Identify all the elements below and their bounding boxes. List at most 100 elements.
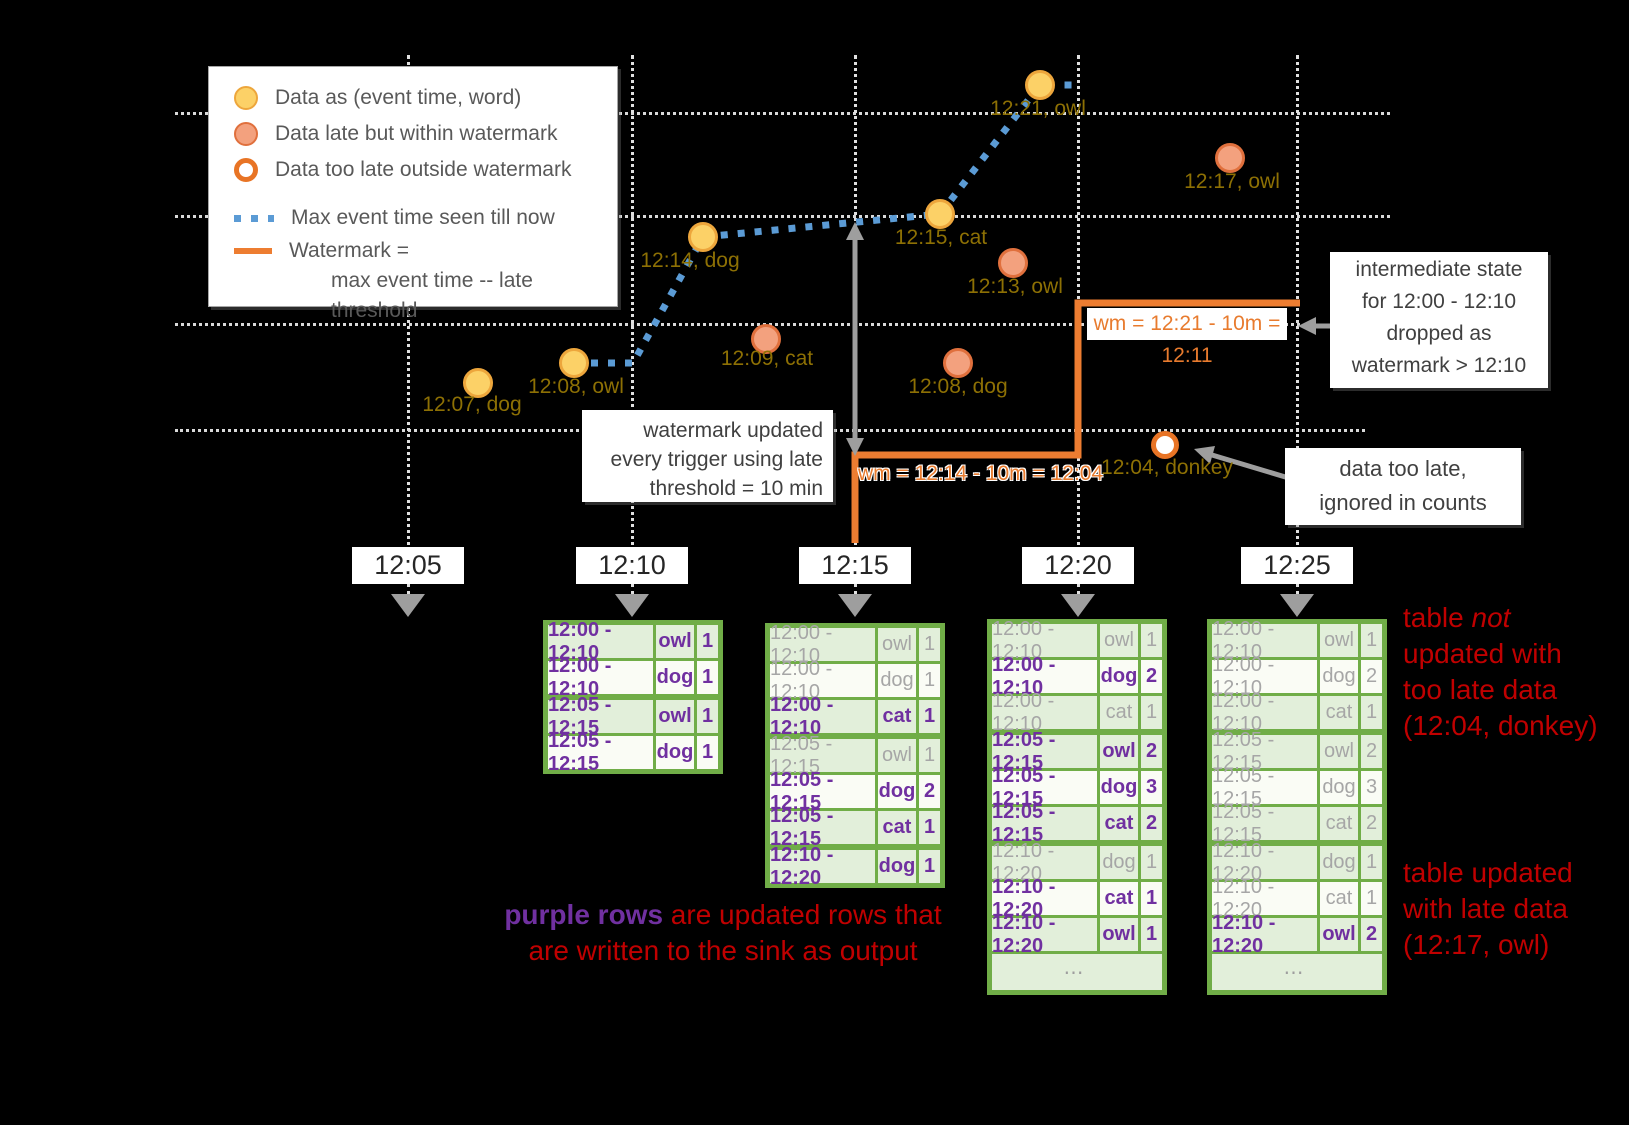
annotation-line: every trigger using late xyxy=(610,448,823,471)
cell-word: dog xyxy=(1100,846,1138,879)
cell-word: dog xyxy=(1100,660,1138,693)
annotation-line: for 12:00 - 12:10 xyxy=(1361,290,1517,313)
cell-window: 12:05 - 12:15 xyxy=(992,729,1097,774)
legend-item-watermark: Watermark = xyxy=(209,236,617,266)
cell-window: 12:10 - 12:20 xyxy=(992,840,1097,885)
trigger-line-12:20 xyxy=(1077,55,1080,595)
result-table-12:25: 12:00 - 12:10 owl 1 12:00 - 12:10 dog 2 12:00 … xyxy=(1207,618,1387,995)
table-row: 12:00 - 12:10 cat 1 xyxy=(1212,690,1382,735)
cell-count: 2 xyxy=(1361,918,1382,951)
cell-window: 12:00 - 12:10 xyxy=(770,658,875,703)
data-point-ontime xyxy=(1025,70,1055,100)
table-row: 12:00 - 12:10 owl 1 xyxy=(548,619,718,664)
annotation-line: threshold = 10 min xyxy=(649,477,823,500)
cell-window: 12:00 - 12:10 xyxy=(548,619,653,664)
cell-window: 12:05 - 12:15 xyxy=(548,694,653,739)
cell-count: 1 xyxy=(1141,696,1162,729)
trigger-time-label-12:15: 12:15 xyxy=(799,547,911,584)
table-row: 12:05 - 12:15 owl 2 xyxy=(992,729,1162,774)
data-point-label: 12:04, donkey xyxy=(1101,456,1233,479)
table-row: 12:05 - 12:15 owl 1 xyxy=(770,733,940,778)
cell-word: dog xyxy=(878,664,916,697)
note-line: too late data xyxy=(1403,674,1558,705)
cell-count: 2 xyxy=(1361,660,1382,693)
cell-window: 12:10 - 12:20 xyxy=(770,844,875,889)
cell-word: dog xyxy=(878,775,916,808)
legend-label-watermark-formula: max event time -- late threshold xyxy=(331,269,533,322)
cell-count: 1 xyxy=(1361,882,1382,915)
data-point-label: 12:15, cat xyxy=(894,226,988,249)
cell-window: 12:05 - 12:15 xyxy=(770,769,875,814)
table-row: 12:05 - 12:15 dog 3 xyxy=(992,765,1162,810)
data-point-late xyxy=(943,348,973,378)
trigger-arrowhead-12:10 xyxy=(615,594,649,617)
cell-count: 2 xyxy=(1141,735,1162,768)
cell-count: 1 xyxy=(697,625,718,658)
cell-count: 1 xyxy=(919,628,940,661)
trigger-line-12:10 xyxy=(631,55,634,595)
cell-window: 12:10 - 12:20 xyxy=(1212,876,1317,921)
cell-word: cat xyxy=(1320,696,1358,729)
legend: Data as (event time, word) Data late but… xyxy=(208,66,618,322)
cell-count: 1 xyxy=(697,736,718,769)
table-row: 12:00 - 12:10 owl 1 xyxy=(992,618,1162,663)
cell-count: 1 xyxy=(1141,882,1162,915)
cell-word: dog xyxy=(1100,771,1138,804)
note-table-not-updated: table not updated with too late data (12… xyxy=(1403,600,1603,744)
result-table-12:15: 12:00 - 12:10 owl 1 12:00 - 12:10 dog 1 12:00 … xyxy=(765,622,945,889)
note-line: purple rows are updated rows that xyxy=(504,899,942,930)
annotation-intermediate-state: intermediate state for 12:00 - 12:10 dro… xyxy=(1330,252,1548,388)
note-line: table updated xyxy=(1403,857,1573,888)
cell-window: 12:00 - 12:10 xyxy=(1212,618,1317,663)
cell-word: dog xyxy=(878,850,916,883)
table-row: 12:00 - 12:10 owl 1 xyxy=(770,622,940,667)
cell-count: 1 xyxy=(1361,624,1382,657)
cell-count: 3 xyxy=(1361,771,1382,804)
data-point-label: 12:13, owl xyxy=(967,275,1063,298)
note-line: (12:17, owl) xyxy=(1403,929,1550,960)
legend-label: Data too late outside watermark xyxy=(275,158,572,181)
cell-count: 2 xyxy=(1361,735,1382,768)
note-line: (12:04, donkey) xyxy=(1403,710,1598,741)
trigger-line-12:05 xyxy=(407,55,410,595)
table-ellipsis-row: ⋯ xyxy=(1212,954,1382,990)
trigger-arrowhead-12:05 xyxy=(391,594,425,617)
cell-count: 1 xyxy=(919,739,940,772)
data-point-late xyxy=(1215,143,1245,173)
data-point-label: 12:08, dog xyxy=(908,375,1008,398)
cell-window: 12:10 - 12:20 xyxy=(1212,840,1317,885)
note-line: are written to the sink as output xyxy=(528,935,918,966)
table-row: 12:10 - 12:20 owl 2 xyxy=(1212,912,1382,957)
legend-label: Max event time seen till now xyxy=(291,206,555,229)
cell-window: 12:00 - 12:10 xyxy=(1212,654,1317,699)
table-row: 12:00 - 12:10 dog 1 xyxy=(770,658,940,703)
cell-word: cat xyxy=(1100,696,1138,729)
cell-count: 1 xyxy=(1361,846,1382,879)
cell-window: 12:00 - 12:10 xyxy=(992,690,1097,735)
cell-count: 1 xyxy=(1141,624,1162,657)
table-row: 12:00 - 12:10 dog 2 xyxy=(992,654,1162,699)
trigger-arrowhead-12:20 xyxy=(1061,594,1095,617)
cell-word: owl xyxy=(1320,918,1358,951)
table-row: 12:05 - 12:15 dog 1 xyxy=(548,730,718,775)
table-row: 12:05 - 12:15 dog 3 xyxy=(1212,765,1382,810)
cell-word: cat xyxy=(1320,882,1358,915)
cell-window: 12:05 - 12:15 xyxy=(1212,801,1317,846)
legend-label: Watermark = xyxy=(289,239,409,262)
cell-count: 1 xyxy=(919,850,940,883)
table-row: 12:05 - 12:15 owl 2 xyxy=(1212,729,1382,774)
trigger-arrowhead-12:25 xyxy=(1280,594,1314,617)
max-event-time-line-icon xyxy=(234,214,274,222)
data-point-ontime xyxy=(463,368,493,398)
table-row: 12:00 - 12:10 cat 1 xyxy=(992,690,1162,735)
table-row: 12:05 - 12:15 cat 1 xyxy=(770,805,940,850)
annotation-line: ignored in counts xyxy=(1319,490,1487,515)
cell-count: 1 xyxy=(919,811,940,844)
cell-window: 12:05 - 12:15 xyxy=(1212,765,1317,810)
trigger-time-label-12:25: 12:25 xyxy=(1241,547,1353,584)
cell-word: owl xyxy=(1100,624,1138,657)
note-line: with late data xyxy=(1403,893,1568,924)
note-line: updated with xyxy=(1403,638,1562,669)
cell-word: dog xyxy=(656,661,694,694)
